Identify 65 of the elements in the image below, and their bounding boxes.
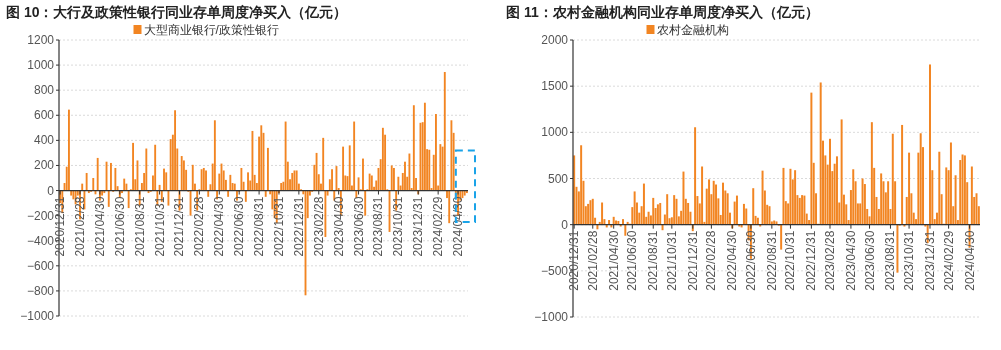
y-tick-label: 0	[561, 217, 569, 232]
y-tick-label: −500	[540, 263, 569, 278]
chart-title: 图 11：农村金融机构同业存单周度净买入（亿元）	[506, 4, 819, 20]
x-tick-label: 2023/06/30	[351, 196, 366, 257]
y-tick-label: 2000	[541, 33, 569, 47]
x-tick-label: 2023/10/31	[902, 230, 917, 291]
y-tick-label: 600	[33, 108, 55, 123]
x-tick-label: 2022/08/31	[252, 196, 267, 257]
y-tick-label: −400	[26, 233, 55, 248]
y-tick-label: 1000	[541, 125, 569, 140]
x-tick-label: 2020/12/31	[53, 196, 68, 257]
y-tick-label: −600	[26, 258, 55, 273]
x-tick-label: 2024/02/29	[941, 230, 956, 291]
y-tick-label: −800	[26, 283, 55, 298]
y-tick-label: 400	[33, 133, 55, 148]
x-tick-label: 2021/06/30	[625, 230, 640, 291]
x-tick-label: 2021/02/28	[585, 230, 600, 291]
x-tick-label: 2021/10/31	[664, 230, 679, 291]
x-tick-label: 2022/06/30	[232, 196, 247, 257]
x-tick-label: 2022/10/31	[271, 196, 286, 257]
x-tick-label: 2021/12/31	[685, 230, 700, 291]
x-tick-label: 2022/02/28	[704, 230, 719, 291]
x-tick-label: 2022/12/31	[291, 196, 306, 257]
y-tick-label: 0	[47, 183, 55, 198]
y-tick-label: −1000	[20, 309, 55, 323]
x-tick-label: 2020/12/31	[567, 230, 582, 291]
x-tick-label: 2021/04/30	[606, 230, 621, 291]
x-tick-label: 2024/04/30	[962, 230, 977, 291]
y-tick-label: −200	[26, 208, 55, 223]
y-tick-label: −1000	[534, 310, 569, 324]
x-tick-label: 2023/06/30	[862, 230, 877, 291]
y-tick-label: 800	[33, 83, 55, 98]
x-tick-label: 2021/04/30	[92, 196, 107, 257]
y-tick-label: 1000	[27, 58, 55, 73]
y-tick-label: 1500	[541, 79, 569, 94]
x-tick-label: 2022/10/31	[783, 230, 798, 291]
y-tick-label: 1200	[27, 33, 55, 47]
x-tick-label: 2021/06/30	[112, 196, 127, 257]
x-tick-label: 2024/04/30	[451, 196, 466, 257]
x-tick-label: 2021/02/28	[73, 196, 87, 257]
x-tick-label: 2022/06/30	[743, 230, 758, 291]
x-tick-label: 2021/08/31	[646, 230, 661, 291]
x-tick-label: 2023/10/31	[391, 196, 406, 257]
x-tick-label: 2022/04/30	[725, 230, 740, 291]
x-tick-label: 2022/02/28	[192, 196, 207, 257]
x-tick-label: 2023/12/31	[411, 196, 426, 257]
x-tick-label: 2023/12/31	[923, 230, 937, 291]
y-tick-label: 200	[33, 158, 55, 173]
x-tick-label: 2024/02/29	[431, 196, 446, 257]
x-tick-label: 2022/08/31	[764, 230, 779, 291]
x-tick-label: 2023/04/30	[331, 196, 346, 257]
x-tick-label: 2022/04/30	[212, 196, 227, 257]
x-tick-label: 2021/12/31	[172, 196, 187, 257]
x-tick-label: 2022/12/31	[804, 230, 819, 291]
x-tick-label: 2023/08/31	[883, 230, 898, 291]
legend-label: 大型商业银行/政策性银行	[143, 23, 279, 37]
x-tick-label: 2021/10/31	[152, 196, 167, 257]
legend-label: 农村金融机构	[656, 23, 729, 37]
x-tick-label: 2023/08/31	[371, 196, 386, 257]
x-tick-label: 2023/02/28	[311, 196, 326, 257]
y-tick-label: 500	[547, 171, 569, 186]
x-tick-label: 2021/08/31	[132, 196, 147, 257]
x-tick-label: 2023/04/30	[843, 230, 858, 291]
chart-title: 图 10：大行及政策性银行同业存单周度净买入（亿元）	[6, 4, 348, 20]
x-tick-label: 2023/02/28	[822, 230, 837, 291]
